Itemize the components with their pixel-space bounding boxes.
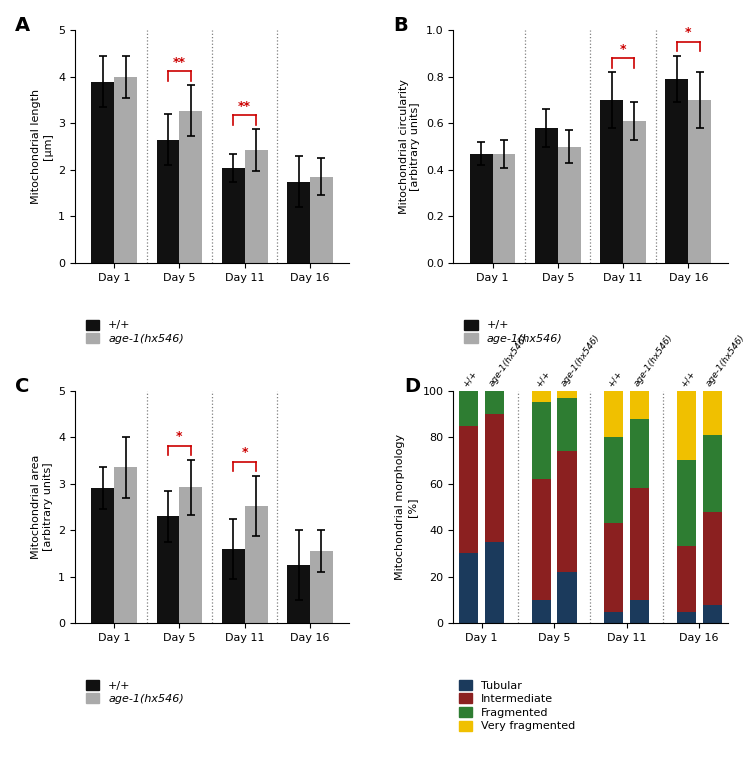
- Bar: [485, 391, 504, 414]
- Text: age-1(hx546): age-1(hx546): [632, 333, 675, 388]
- Y-axis label: Mitochondrial circularity
[arbitrary units]: Mitochondrial circularity [arbitrary uni…: [399, 79, 420, 214]
- Bar: [630, 419, 650, 489]
- Bar: [703, 435, 721, 511]
- Y-axis label: Mitochondrial length
[μm]: Mitochondrial length [μm]: [31, 89, 52, 204]
- Bar: [665, 79, 688, 263]
- Bar: [676, 546, 696, 612]
- Text: **: **: [173, 55, 186, 68]
- Text: **: **: [238, 100, 251, 112]
- Bar: [459, 391, 478, 426]
- Bar: [244, 150, 268, 263]
- Bar: [532, 600, 550, 623]
- Bar: [532, 391, 550, 402]
- Text: +/+: +/+: [679, 369, 697, 388]
- Bar: [558, 147, 580, 263]
- Bar: [287, 565, 310, 623]
- Bar: [703, 391, 721, 435]
- Bar: [244, 506, 268, 623]
- Bar: [114, 467, 137, 623]
- Bar: [459, 553, 478, 623]
- Bar: [179, 487, 203, 623]
- Text: *: *: [176, 430, 183, 443]
- Bar: [557, 391, 577, 397]
- Bar: [703, 511, 721, 605]
- Bar: [532, 402, 550, 479]
- Text: *: *: [620, 43, 626, 55]
- Bar: [630, 600, 650, 623]
- Bar: [485, 542, 504, 623]
- Legend: +/+, age-1(hx546): +/+, age-1(hx546): [464, 319, 562, 344]
- Bar: [470, 154, 493, 263]
- Bar: [623, 121, 646, 263]
- Text: C: C: [15, 377, 29, 396]
- Bar: [287, 182, 310, 263]
- Bar: [703, 605, 721, 623]
- Bar: [179, 111, 203, 263]
- Bar: [157, 516, 179, 623]
- Bar: [532, 479, 550, 600]
- Y-axis label: Mitochondrial morphology
[%]: Mitochondrial morphology [%]: [395, 434, 417, 580]
- Text: *: *: [685, 27, 692, 40]
- Bar: [604, 523, 623, 612]
- Bar: [222, 549, 245, 623]
- Legend: Tubular, Intermediate, Fragmented, Very fragmented: Tubular, Intermediate, Fragmented, Very …: [459, 680, 575, 731]
- Bar: [676, 461, 696, 546]
- Text: D: D: [404, 377, 420, 396]
- Text: +/+: +/+: [607, 369, 624, 388]
- Bar: [557, 451, 577, 572]
- Bar: [493, 154, 515, 263]
- Text: +/+: +/+: [461, 369, 479, 388]
- Bar: [310, 551, 333, 623]
- Text: age-1(hx546): age-1(hx546): [560, 333, 602, 388]
- Bar: [459, 426, 478, 553]
- Text: A: A: [15, 17, 30, 36]
- Bar: [222, 167, 245, 263]
- Bar: [604, 612, 623, 623]
- Bar: [557, 572, 577, 623]
- Legend: +/+, age-1(hx546): +/+, age-1(hx546): [86, 319, 184, 344]
- Bar: [676, 612, 696, 623]
- Text: B: B: [393, 17, 408, 36]
- Bar: [114, 77, 137, 263]
- Bar: [92, 81, 114, 263]
- Bar: [92, 489, 114, 623]
- Y-axis label: Mitochondrial area
[arbitrary units]: Mitochondrial area [arbitrary units]: [31, 454, 52, 559]
- Text: age-1(hx546): age-1(hx546): [488, 333, 530, 388]
- Bar: [604, 437, 623, 523]
- Bar: [630, 489, 650, 600]
- Bar: [630, 391, 650, 419]
- Bar: [676, 391, 696, 461]
- Bar: [485, 414, 504, 542]
- Text: +/+: +/+: [534, 369, 551, 388]
- Bar: [557, 397, 577, 451]
- Bar: [535, 128, 558, 263]
- Bar: [157, 140, 179, 263]
- Bar: [604, 391, 623, 437]
- Bar: [688, 100, 711, 263]
- Bar: [310, 177, 333, 263]
- Text: age-1(hx546): age-1(hx546): [705, 333, 747, 388]
- Legend: +/+, age-1(hx546): +/+, age-1(hx546): [86, 680, 184, 705]
- Bar: [600, 100, 623, 263]
- Text: *: *: [242, 446, 248, 459]
